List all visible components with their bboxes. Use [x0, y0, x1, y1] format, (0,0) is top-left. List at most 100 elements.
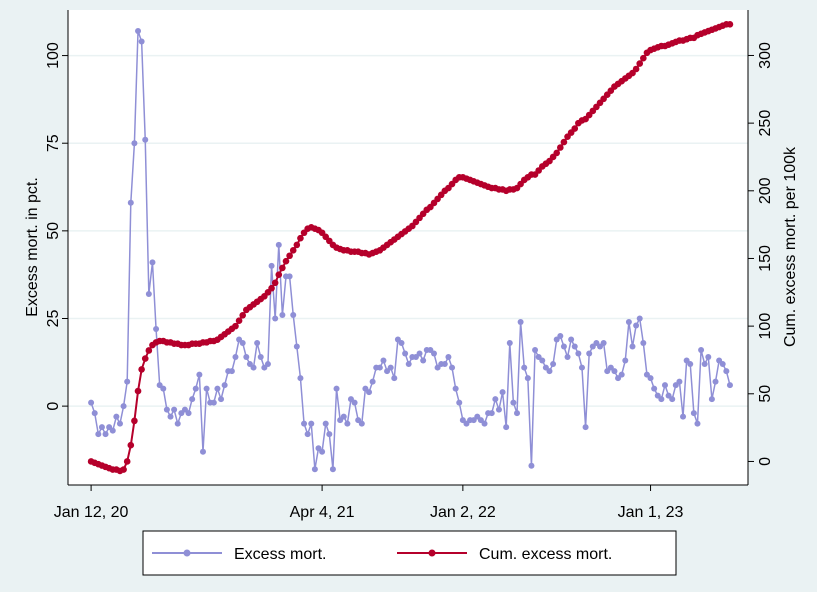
point [708, 396, 715, 403]
point [578, 364, 585, 371]
point [571, 343, 578, 350]
point [416, 350, 423, 357]
point [726, 382, 733, 389]
point [102, 431, 109, 438]
point [243, 354, 250, 361]
y-tick-label: 100 [45, 42, 62, 69]
point [329, 466, 336, 473]
point [640, 54, 647, 62]
point [311, 466, 318, 473]
x-tick-label: Jan 12, 20 [54, 504, 129, 521]
legend-label: Excess mort. [234, 546, 326, 563]
point [402, 350, 409, 357]
point [297, 234, 304, 242]
point [235, 317, 243, 325]
point [553, 149, 561, 157]
point [289, 247, 297, 254]
point [719, 361, 726, 368]
point [120, 466, 127, 473]
point [358, 420, 365, 427]
legend-marker [183, 549, 191, 557]
y2-axis-label: Cum. excess mort. per 100k [782, 146, 799, 347]
point [632, 65, 640, 73]
point [185, 410, 192, 417]
y-axis-label: Excess mort. in pct. [24, 177, 41, 317]
point [344, 420, 351, 427]
point [174, 420, 181, 427]
point [694, 420, 701, 427]
point [268, 262, 275, 269]
point [297, 375, 304, 382]
point [366, 389, 373, 396]
point [640, 340, 647, 347]
point [279, 264, 286, 272]
point [286, 252, 293, 260]
point [398, 340, 405, 347]
point [633, 322, 640, 329]
point [142, 136, 149, 143]
point [91, 410, 98, 417]
point [333, 385, 340, 392]
point [452, 385, 459, 392]
point [651, 385, 658, 392]
point [145, 290, 152, 297]
y2-tick-label: 200 [757, 177, 774, 204]
point [134, 387, 142, 395]
point [481, 420, 488, 427]
y-tick-label: 0 [45, 402, 62, 411]
point [138, 366, 145, 373]
point [445, 354, 452, 361]
point [687, 361, 694, 368]
point [568, 336, 575, 343]
point [701, 361, 708, 368]
y2-tick-label: 50 [757, 385, 774, 403]
point [254, 340, 261, 347]
point [369, 378, 376, 385]
point [514, 410, 521, 417]
point [232, 322, 239, 330]
point [189, 396, 196, 403]
point [625, 318, 632, 325]
point [268, 284, 275, 292]
point [636, 315, 643, 322]
y2-tick-label: 0 [757, 457, 774, 466]
point [560, 138, 568, 146]
point [196, 371, 203, 378]
y2-tick-label: 100 [757, 313, 774, 340]
point [726, 21, 734, 28]
point [141, 355, 149, 362]
point [557, 333, 564, 340]
point [528, 462, 535, 469]
point [676, 378, 683, 385]
point [705, 354, 712, 361]
point [228, 368, 235, 375]
point [712, 378, 719, 385]
point [517, 318, 524, 325]
point [109, 427, 116, 434]
point [293, 241, 301, 249]
y2-tick-label: 300 [757, 42, 774, 69]
point [239, 311, 246, 319]
point [264, 361, 271, 368]
y2-tick-label: 250 [757, 110, 774, 137]
y-tick-label: 25 [45, 309, 62, 327]
point [301, 420, 308, 427]
point [582, 424, 589, 431]
point [680, 413, 687, 420]
point [138, 38, 145, 45]
point [351, 399, 358, 406]
point [95, 431, 102, 438]
point [279, 311, 286, 318]
point [387, 364, 394, 371]
point [420, 357, 427, 364]
point [113, 413, 120, 420]
point [506, 340, 513, 347]
point [221, 382, 228, 389]
y-tick-label: 50 [45, 222, 62, 240]
point [376, 364, 383, 371]
point [669, 396, 676, 403]
point [271, 279, 279, 287]
point [272, 315, 279, 322]
point [149, 259, 156, 266]
